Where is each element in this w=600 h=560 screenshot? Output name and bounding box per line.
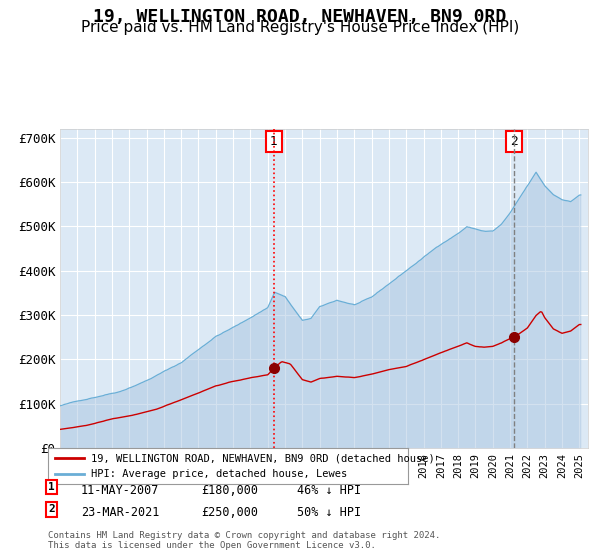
Text: 46% ↓ HPI: 46% ↓ HPI bbox=[297, 483, 361, 497]
Text: 23-MAR-2021: 23-MAR-2021 bbox=[81, 506, 160, 519]
Text: 50% ↓ HPI: 50% ↓ HPI bbox=[297, 506, 361, 519]
Text: Price paid vs. HM Land Registry's House Price Index (HPI): Price paid vs. HM Land Registry's House … bbox=[81, 20, 519, 35]
Text: £180,000: £180,000 bbox=[201, 483, 258, 497]
Text: 19, WELLINGTON ROAD, NEWHAVEN, BN9 0RD (detached house): 19, WELLINGTON ROAD, NEWHAVEN, BN9 0RD (… bbox=[91, 453, 435, 463]
Text: 19, WELLINGTON ROAD, NEWHAVEN, BN9 0RD: 19, WELLINGTON ROAD, NEWHAVEN, BN9 0RD bbox=[94, 8, 506, 26]
Text: HPI: Average price, detached house, Lewes: HPI: Average price, detached house, Lewe… bbox=[91, 469, 347, 479]
Text: Contains HM Land Registry data © Crown copyright and database right 2024.
This d: Contains HM Land Registry data © Crown c… bbox=[48, 531, 440, 550]
Text: 2: 2 bbox=[510, 135, 518, 148]
Text: 11-MAY-2007: 11-MAY-2007 bbox=[81, 483, 160, 497]
Text: £250,000: £250,000 bbox=[201, 506, 258, 519]
Text: 1: 1 bbox=[48, 482, 55, 492]
Text: 1: 1 bbox=[270, 135, 278, 148]
Text: 2: 2 bbox=[48, 505, 55, 515]
